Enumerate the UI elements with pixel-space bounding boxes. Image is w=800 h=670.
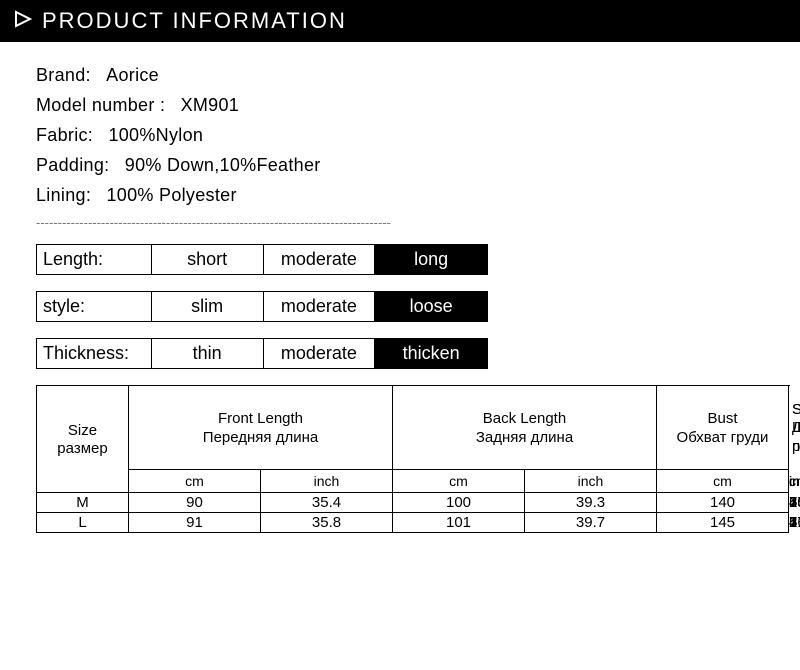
attribute-option: moderate — [264, 339, 376, 368]
spec-label: Brand: — [36, 65, 91, 86]
data-cell: 145 — [657, 513, 789, 533]
spec-value: XM901 — [181, 95, 240, 116]
spec-padding: Padding: 90% Down,10%Feather — [36, 155, 764, 176]
data-cell: 91 — [129, 513, 261, 533]
table-row: L9135.810139.714557.07127.94116.1 — [37, 513, 789, 533]
attribute-option: moderate — [264, 292, 376, 321]
header-title: PRODUCT INFORMATION — [42, 8, 347, 34]
spec-brand: Brand: Aorice — [36, 65, 764, 86]
attribute-row: Thickness:thinmoderatethicken — [36, 338, 488, 369]
attribute-label: Thickness: — [37, 339, 152, 368]
divider-line: ----------------------------------------… — [36, 215, 764, 230]
spec-label: Lining: — [36, 185, 91, 206]
data-cell: 90 — [129, 493, 261, 513]
attribute-label: Length: — [37, 245, 152, 274]
unit-header: cm — [393, 470, 525, 493]
attribute-option: long — [375, 245, 487, 274]
attribute-rows: Length:shortmoderatelongstyle:slimmodera… — [36, 244, 764, 369]
column-header: BustОбхват груди — [657, 386, 789, 470]
data-cell: 101 — [393, 513, 525, 533]
spec-model: Model number : XM901 — [36, 95, 764, 116]
unit-header: inch — [525, 470, 657, 493]
size-cell: M — [37, 493, 129, 513]
attribute-row: style:slimmoderateloose — [36, 291, 488, 322]
size-table: SizeразмерFront LengthПередняя длинаBack… — [36, 385, 789, 533]
spec-value: 100% Polyester — [106, 185, 236, 206]
attribute-row: Length:shortmoderatelong — [36, 244, 488, 275]
attribute-option: thin — [152, 339, 264, 368]
column-header: Back LengthЗадняя длина — [393, 386, 657, 470]
attribute-option: slim — [152, 292, 264, 321]
data-cell: 35.4 — [261, 493, 393, 513]
spec-value: 100%Nylon — [108, 125, 203, 146]
unit-header: inch — [261, 470, 393, 493]
size-header: Sizeразмер — [37, 386, 129, 493]
attribute-label: style: — [37, 292, 152, 321]
spec-label: Fabric: — [36, 125, 93, 146]
table-row: M9035.410039.314055.07027.54015.7 — [37, 493, 789, 513]
unit-header: cm — [129, 470, 261, 493]
column-header: Front LengthПередняя длина — [129, 386, 393, 470]
data-cell: 140 — [657, 493, 789, 513]
header-bar: PRODUCT INFORMATION — [0, 0, 800, 42]
spec-fabric: Fabric: 100%Nylon — [36, 125, 764, 146]
data-cell: 39.7 — [525, 513, 657, 533]
spec-value: Aorice — [106, 65, 159, 86]
content-area: Brand: Aorice Model number : XM901 Fabri… — [0, 42, 800, 533]
attribute-option: loose — [375, 292, 487, 321]
attribute-option: short — [152, 245, 264, 274]
attribute-option: thicken — [375, 339, 487, 368]
data-cell: 35.8 — [261, 513, 393, 533]
data-cell: 39.3 — [525, 493, 657, 513]
spec-label: Padding: — [36, 155, 109, 176]
unit-header: cm — [657, 470, 789, 493]
spec-value: 90% Down,10%Feather — [125, 155, 321, 176]
data-cell: 100 — [393, 493, 525, 513]
size-cell: L — [37, 513, 129, 533]
spec-lining: Lining: 100% Polyester — [36, 185, 764, 206]
spec-label: Model number : — [36, 95, 165, 116]
play-icon — [14, 10, 32, 33]
attribute-option: moderate — [264, 245, 376, 274]
